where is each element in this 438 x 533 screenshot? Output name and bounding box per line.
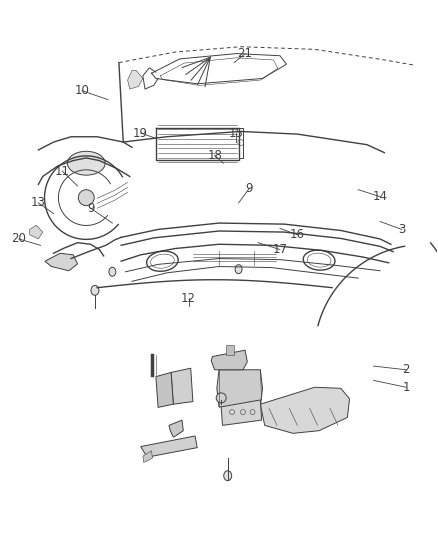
Text: 13: 13 — [31, 197, 46, 209]
Text: 10: 10 — [74, 84, 89, 97]
Polygon shape — [45, 253, 78, 271]
Ellipse shape — [109, 268, 116, 276]
Text: 20: 20 — [11, 232, 26, 246]
Text: 9: 9 — [87, 202, 94, 215]
Polygon shape — [169, 420, 184, 437]
Polygon shape — [127, 70, 143, 89]
Text: 12: 12 — [181, 292, 196, 305]
Ellipse shape — [235, 265, 242, 273]
Text: 18: 18 — [207, 149, 222, 162]
Polygon shape — [221, 400, 261, 425]
Polygon shape — [171, 368, 193, 404]
Text: 1: 1 — [403, 381, 410, 394]
Polygon shape — [217, 370, 262, 407]
Polygon shape — [143, 451, 152, 463]
Text: 16: 16 — [290, 228, 305, 241]
Text: 19: 19 — [133, 126, 148, 140]
Text: 9: 9 — [246, 182, 253, 195]
Text: 2: 2 — [403, 364, 410, 376]
Polygon shape — [141, 436, 197, 457]
Ellipse shape — [67, 151, 105, 175]
Ellipse shape — [224, 471, 232, 481]
Text: 14: 14 — [373, 190, 388, 203]
Polygon shape — [260, 387, 350, 433]
Text: 15: 15 — [229, 126, 244, 140]
Text: 3: 3 — [398, 223, 406, 236]
Polygon shape — [156, 373, 173, 407]
Text: 17: 17 — [272, 243, 287, 256]
Polygon shape — [30, 225, 43, 239]
Ellipse shape — [78, 190, 94, 206]
Text: 11: 11 — [55, 165, 70, 177]
Ellipse shape — [216, 393, 226, 403]
Text: 21: 21 — [237, 47, 253, 60]
Polygon shape — [211, 350, 247, 370]
Polygon shape — [226, 345, 234, 356]
Ellipse shape — [91, 285, 99, 295]
